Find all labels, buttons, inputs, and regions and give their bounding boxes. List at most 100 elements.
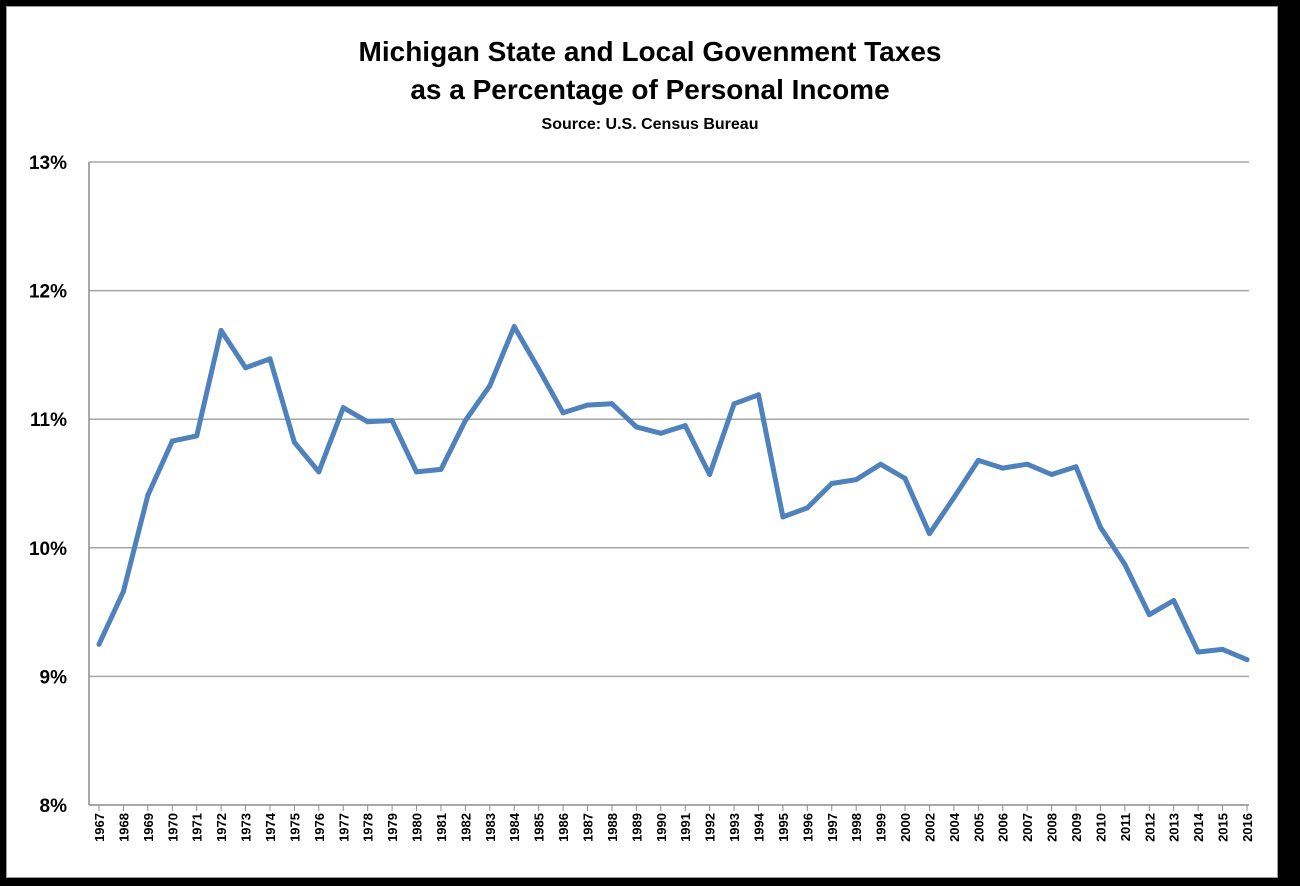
x-tick-label: 1998 xyxy=(849,813,864,842)
x-tick-label: 1997 xyxy=(825,813,840,842)
x-tick-label: 1985 xyxy=(532,813,547,842)
x-tick-label: 1973 xyxy=(239,813,254,842)
data-point xyxy=(1000,465,1006,471)
chart-subtitle: Source: U.S. Census Bureau xyxy=(542,116,759,133)
series-line xyxy=(96,324,1250,663)
data-point xyxy=(1097,524,1103,530)
x-tick-label: 2007 xyxy=(1020,813,1035,842)
data-point xyxy=(1220,646,1226,652)
data-point xyxy=(1244,657,1250,663)
data-point xyxy=(609,401,615,407)
x-tick-label: 1987 xyxy=(581,813,596,842)
x-tick-label: 1979 xyxy=(385,813,400,842)
line-chart: Michigan State and Local Govenment Taxes… xyxy=(29,36,1255,842)
data-point xyxy=(267,356,273,362)
x-tick-label: 2012 xyxy=(1142,813,1157,842)
data-point xyxy=(707,471,713,477)
data-point xyxy=(389,417,395,423)
data-point xyxy=(243,365,249,371)
data-point xyxy=(1146,612,1152,618)
data-point xyxy=(755,392,761,398)
data-point xyxy=(975,457,981,463)
chart-title-line1: Michigan State and Local Govenment Taxes xyxy=(359,36,942,67)
data-point xyxy=(1073,464,1079,470)
x-tick-label: 2009 xyxy=(1069,813,1084,842)
data-point xyxy=(316,469,322,475)
x-tick-label: 1991 xyxy=(678,813,693,842)
x-tick-label: 1976 xyxy=(312,813,327,842)
data-point xyxy=(926,531,932,537)
x-tick-label: 1995 xyxy=(776,813,791,842)
x-tick-label: 1978 xyxy=(361,813,376,842)
data-point xyxy=(633,424,639,430)
x-tick-label: 2015 xyxy=(1216,813,1231,842)
x-tick-label: 1968 xyxy=(116,813,131,842)
data-point xyxy=(145,492,151,498)
data-point xyxy=(951,495,957,501)
data-point xyxy=(1049,471,1055,477)
x-tick-label: 1990 xyxy=(654,813,669,842)
x-tick-label: 1969 xyxy=(141,813,156,842)
data-point xyxy=(1171,598,1177,604)
x-tick-label: 2014 xyxy=(1191,812,1206,842)
y-tick-label: 8% xyxy=(40,796,68,817)
x-tick-label: 2013 xyxy=(1167,813,1182,842)
series-taxes xyxy=(96,324,1250,663)
y-tick-label: 11% xyxy=(30,410,67,431)
data-point xyxy=(585,402,591,408)
data-point xyxy=(96,641,102,647)
y-axis: 8% 9% 10% 11% 12% 13% xyxy=(29,153,90,817)
x-tick-label: 1983 xyxy=(483,813,498,842)
data-point xyxy=(169,438,175,444)
y-tick-label: 9% xyxy=(40,667,68,688)
x-tick-label: 1970 xyxy=(165,813,180,842)
x-tick-label: 1989 xyxy=(629,813,644,842)
data-point xyxy=(365,419,371,425)
x-tick-label: 1975 xyxy=(287,813,302,842)
data-point xyxy=(560,410,566,416)
x-tick-label: 1972 xyxy=(214,813,229,842)
data-point xyxy=(780,514,786,520)
x-tick-label: 1980 xyxy=(410,813,425,842)
y-tick-label: 13% xyxy=(29,153,67,174)
x-tick-label: 1984 xyxy=(507,812,522,842)
x-tick-label: 1993 xyxy=(727,813,742,842)
chart-title-line2: as a Percentage of Personal Income xyxy=(410,74,889,105)
data-point xyxy=(487,383,493,389)
x-tick-label: 2010 xyxy=(1093,813,1108,842)
data-point xyxy=(120,589,126,595)
x-tick-label: 2000 xyxy=(898,813,913,842)
data-point xyxy=(1024,461,1030,467)
x-tick-label: 1967 xyxy=(92,813,107,842)
data-point xyxy=(462,417,468,423)
x-tick-label: 1986 xyxy=(556,813,571,842)
data-point xyxy=(731,401,737,407)
data-point xyxy=(1195,649,1201,655)
data-point xyxy=(902,475,908,481)
data-point xyxy=(291,439,297,445)
data-point xyxy=(340,405,346,411)
data-point xyxy=(536,366,542,372)
gridlines xyxy=(89,161,1249,678)
data-point xyxy=(194,433,200,439)
chart-frame: Michigan State and Local Govenment Taxes… xyxy=(6,6,1278,878)
x-tick-label: 1974 xyxy=(263,812,278,842)
x-tick-label: 2016 xyxy=(1240,813,1255,842)
x-tick-label: 1999 xyxy=(874,813,889,842)
x-tick-label: 2004 xyxy=(947,812,962,842)
data-point xyxy=(511,324,517,330)
data-point xyxy=(218,327,224,333)
y-tick-label: 12% xyxy=(29,282,67,303)
x-tick-label: 2011 xyxy=(1118,813,1133,841)
x-tick-label: 1982 xyxy=(458,813,473,842)
data-point xyxy=(853,477,859,483)
x-tick-label: 1981 xyxy=(434,813,449,842)
x-tick-label: 1977 xyxy=(336,813,351,842)
data-point xyxy=(1122,562,1128,568)
data-point xyxy=(804,505,810,511)
data-point xyxy=(829,481,835,486)
x-axis: 1967 1968 1969 1970 1971 1972 1973 1974 1975 1976… xyxy=(89,804,1255,842)
data-point xyxy=(878,461,884,467)
data-point xyxy=(658,430,664,436)
x-tick-label: 1992 xyxy=(703,813,718,842)
